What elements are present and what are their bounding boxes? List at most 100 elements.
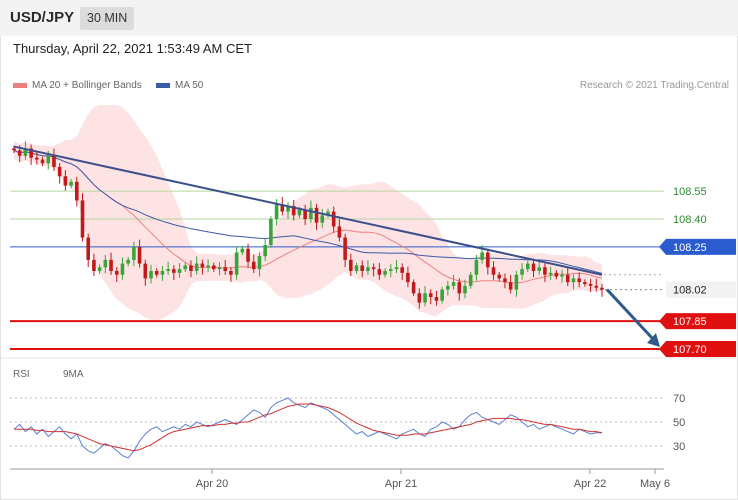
candle-body <box>166 269 170 271</box>
candle-body <box>69 181 73 186</box>
candle-body <box>280 204 285 212</box>
candle-body <box>508 282 513 290</box>
level-tag-107-85 <box>666 313 736 330</box>
ma20-legend-label: MA 20 + Bollinger Bands <box>32 80 142 91</box>
candle-body <box>377 269 382 275</box>
candle-body <box>234 252 239 275</box>
candle-body <box>80 200 85 238</box>
candle-body <box>240 248 245 253</box>
candle-body <box>291 206 296 216</box>
candle-body <box>223 267 228 271</box>
candle-body <box>143 263 148 279</box>
candle-body <box>137 246 142 264</box>
rsi-ma9-line <box>14 403 603 452</box>
candle-body <box>360 265 365 271</box>
candle-body <box>206 265 210 268</box>
candle-body <box>548 272 553 275</box>
interval-badge[interactable]: 30 MIN <box>80 7 135 30</box>
legend-ma50: MA 50 <box>156 80 203 91</box>
candle-body <box>337 226 342 238</box>
candle-body <box>554 272 559 277</box>
candle-body <box>217 267 222 270</box>
credit-text: Research © 2021 Trading.Central <box>579 80 729 91</box>
candle-body <box>183 265 188 270</box>
rsi-tick-label: 70 <box>673 393 685 405</box>
candle-body <box>383 271 387 275</box>
chart-datetime: Thursday, April 22, 2021 1:53:49 AM CET <box>13 41 252 56</box>
candle-body <box>149 271 153 279</box>
candle-body <box>126 259 130 264</box>
candle-body <box>74 181 79 201</box>
candle-body <box>114 271 119 275</box>
legend-ma9: 9MA <box>63 369 84 380</box>
candle-body <box>463 285 467 294</box>
candle-body <box>132 246 136 260</box>
candle-body <box>428 293 433 297</box>
candle-body <box>531 263 536 271</box>
candle-body <box>457 282 462 294</box>
candle-body <box>35 157 39 160</box>
level-tag-pointer <box>659 238 666 255</box>
candle-body <box>160 271 165 275</box>
candle-body <box>451 282 456 286</box>
candle-body <box>565 274 570 283</box>
candle-body <box>12 148 16 151</box>
candle-body <box>583 282 587 284</box>
candle-body <box>251 261 256 270</box>
x-tick-label: Apr 20 <box>196 478 228 490</box>
candle-body <box>446 285 450 290</box>
candle-body <box>194 263 199 271</box>
rsi-tick-label: 50 <box>673 417 685 429</box>
candle-body <box>423 293 427 303</box>
candle-body <box>154 271 159 275</box>
candle-body <box>314 207 319 223</box>
bollinger-band <box>14 104 602 322</box>
candle-body <box>303 209 307 219</box>
candle-body <box>309 207 313 219</box>
rsi-tick-label: 30 <box>673 441 685 453</box>
candle-body <box>560 274 564 277</box>
candle-body <box>23 148 28 156</box>
candle-body <box>263 245 267 257</box>
candle-body <box>63 176 68 186</box>
candle-body <box>297 209 302 216</box>
candle-body <box>86 237 91 260</box>
x-tick-label: Apr 22 <box>574 478 606 490</box>
candle-body <box>46 155 51 164</box>
candle-body <box>600 287 604 290</box>
x-tick-label: Apr 21 <box>385 478 417 490</box>
chart-header: USD/JPY 30 MIN <box>0 0 738 36</box>
rsi-line <box>13 397 602 459</box>
ma50-swatch <box>156 82 170 88</box>
candle-body <box>200 263 205 268</box>
candle-body <box>594 285 599 288</box>
candle-body <box>343 237 347 260</box>
candle-body <box>588 284 593 286</box>
level-tag-108-02 <box>666 281 736 298</box>
candle-body <box>417 293 422 303</box>
candle-body <box>354 265 359 271</box>
trendline <box>13 145 603 276</box>
level-tag-pointer <box>659 313 666 330</box>
forecast-arrow-shaft <box>605 288 655 341</box>
candle-body <box>57 167 62 177</box>
candle-body <box>388 269 393 271</box>
candle-body <box>172 269 176 273</box>
candle-body <box>497 274 502 279</box>
candle-body <box>571 278 576 283</box>
candle-body <box>474 259 479 275</box>
candle-body <box>257 256 262 270</box>
legend-rsi: RSI <box>13 369 30 380</box>
candle-body <box>269 219 273 245</box>
candle-body <box>189 265 193 271</box>
candle-body <box>120 263 125 275</box>
candle-body <box>177 269 182 273</box>
candle-body <box>440 289 444 301</box>
rsi-legend-label: RSI <box>13 369 30 380</box>
candle-body <box>286 206 290 212</box>
legend-ma20: MA 20 + Bollinger Bands <box>13 80 142 91</box>
candle-body <box>29 148 33 158</box>
ma50-line <box>13 149 603 274</box>
ma20-swatch <box>13 82 27 88</box>
